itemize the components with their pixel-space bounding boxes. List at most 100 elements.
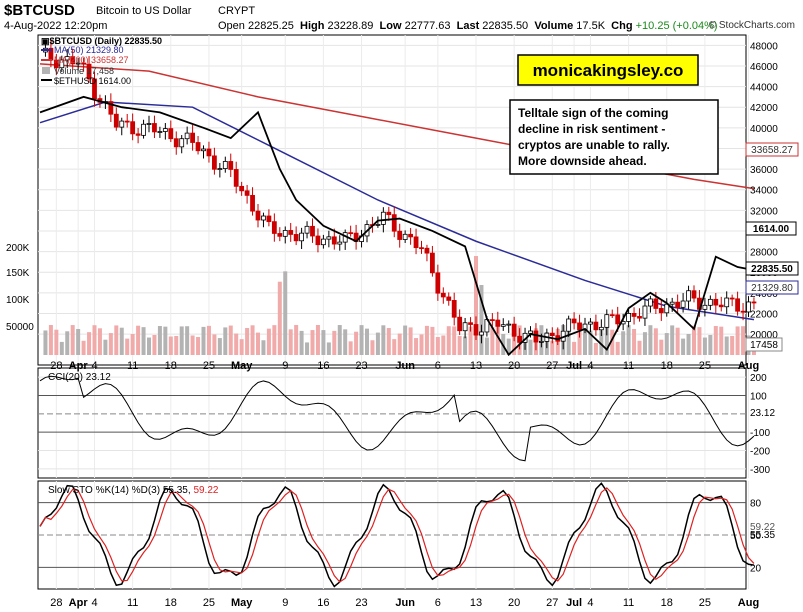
price-tick-label: 28000 (750, 248, 778, 259)
volume-bar (130, 333, 135, 355)
volume-bar (70, 325, 75, 355)
volume-bar (588, 330, 593, 355)
cci-tick-label: 100 (750, 392, 767, 403)
candle-body (92, 78, 97, 99)
price-panel (37, 34, 747, 366)
volume-bar (365, 328, 369, 355)
legend-eth: $ETHUSD 1614.00 (54, 76, 131, 86)
volume-bar (419, 334, 424, 355)
volume-bar (245, 327, 250, 355)
volume-bar (664, 333, 669, 355)
volume-bar (441, 335, 446, 355)
volume-bar (59, 341, 64, 355)
note-line-3: cryptos are unable to rally. (518, 138, 670, 152)
volume-bar (174, 335, 179, 355)
candle-body (446, 296, 452, 301)
volume-bar (463, 336, 468, 355)
cci-tick-label: -100 (750, 428, 770, 439)
candle-body (451, 300, 457, 318)
x-tick-label: 25 (203, 360, 215, 372)
candle-body (124, 120, 130, 123)
volume-bar (332, 330, 337, 355)
x-tick-label: Jul (566, 360, 582, 372)
volume-bar (103, 339, 108, 355)
x-tick-label: 18 (165, 360, 177, 372)
brand-box (517, 54, 699, 86)
x-tick-label-bottom: 18 (661, 597, 673, 609)
candle-body (691, 290, 697, 299)
volume-bar (119, 327, 124, 355)
candle-body (413, 236, 419, 249)
candle-body (637, 316, 642, 319)
price-tick-label: 44000 (750, 83, 778, 94)
volume-bar (217, 338, 222, 355)
price-tick-label: 20000 (750, 330, 778, 341)
x-tick-label-bottom: 18 (165, 597, 177, 609)
candle-body (713, 298, 719, 306)
ma50-tag (745, 280, 799, 295)
candle-body (228, 161, 234, 170)
sto-tick-label: 20 (750, 563, 762, 574)
volume-bar (190, 335, 195, 355)
volume-bar (490, 327, 495, 355)
cci-tick-label: -300 (750, 465, 770, 476)
low-label: Low (379, 20, 402, 32)
candle-body (293, 234, 299, 242)
sto-title-d: 59.22 (193, 485, 218, 496)
volume-bar (675, 327, 680, 355)
candle-body (500, 324, 506, 327)
volume-bar (108, 333, 113, 355)
candle-body (326, 236, 332, 240)
candle-body (391, 214, 397, 232)
volume-bar (397, 333, 402, 355)
x-tick-label: 20 (508, 360, 520, 372)
ma200-tag-text: 33658.27 (751, 145, 793, 156)
volume-bar (136, 325, 141, 355)
x-tick-label-bottom: 4 (91, 597, 97, 609)
high-label: High (300, 20, 325, 32)
candle-body (740, 310, 746, 313)
volume-bar (201, 326, 206, 355)
volume-bar (185, 326, 190, 355)
volume-bar (337, 325, 342, 355)
volume-bar (686, 333, 691, 355)
price-tick-label: 34000 (750, 186, 778, 197)
brand-text: monicakingsley.co (533, 61, 684, 80)
sto-d-tag: 59.22 (750, 522, 775, 533)
volume-bar (315, 325, 320, 355)
candle-body (195, 142, 201, 152)
volume-bar (65, 331, 70, 355)
candle-body (653, 298, 659, 309)
candle-body (135, 133, 141, 136)
volume-bar (294, 325, 299, 355)
low-value: 22777.63 (404, 20, 451, 32)
volume-bar (343, 329, 348, 355)
note-line-4: More downside ahead. (518, 154, 647, 168)
candle-body (86, 63, 92, 80)
volume-bar (256, 332, 260, 355)
volume-bar (708, 334, 713, 355)
candle-body (320, 238, 326, 246)
volume-bar (479, 284, 484, 355)
volume-bar (196, 337, 201, 355)
candle-body (566, 318, 572, 332)
volume-bar (577, 329, 582, 355)
cci-tick-label: 200 (750, 373, 767, 384)
candle-body (222, 161, 228, 169)
volume-bar (681, 338, 686, 355)
sto-tick-label: 80 (750, 499, 762, 510)
volume-bar (741, 326, 746, 355)
x-tick-label-bottom: 25 (699, 597, 711, 609)
sto-k-line (39, 482, 755, 588)
candle-body (577, 322, 582, 331)
price-tick-label: 36000 (750, 165, 778, 176)
volume-bar (692, 325, 696, 355)
x-tick-label: 28 (50, 360, 62, 372)
volume-bar (223, 327, 228, 355)
candle-body (718, 304, 724, 308)
candle-body (299, 232, 305, 242)
candle-body (631, 313, 637, 317)
candle-body (168, 128, 174, 140)
candle-body (53, 59, 59, 69)
volume-bar (424, 325, 429, 355)
